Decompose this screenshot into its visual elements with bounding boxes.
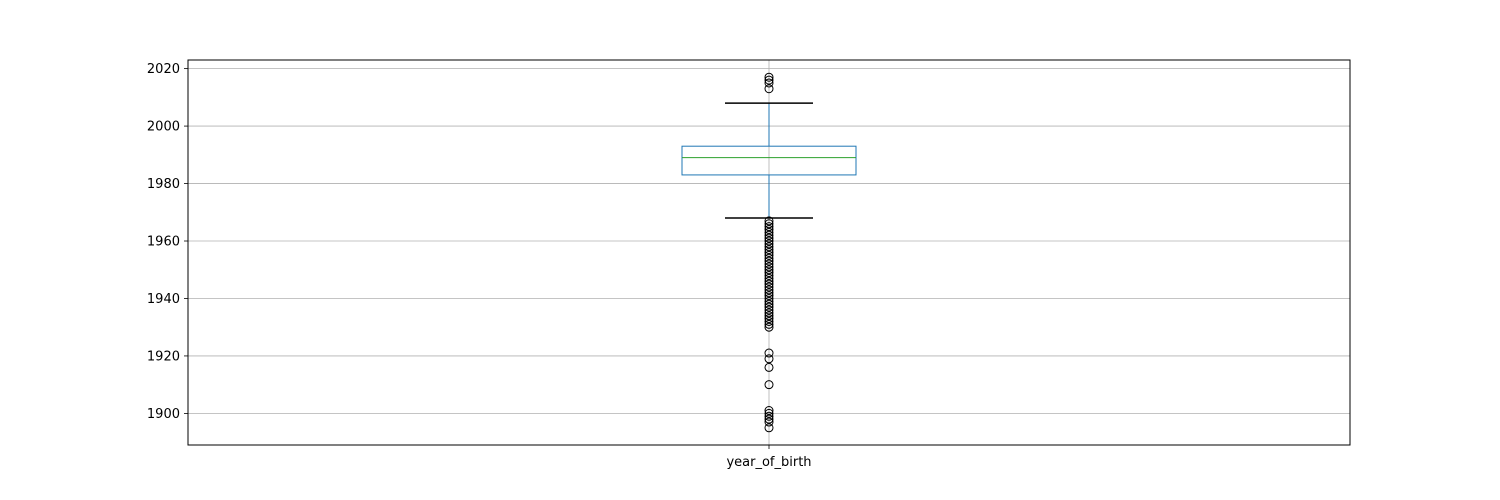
outlier-point	[764, 411, 774, 421]
outlier-point	[764, 72, 774, 82]
outlier-point	[764, 348, 774, 358]
outlier-point	[764, 273, 774, 283]
outlier-point	[764, 242, 774, 252]
outlier-point	[764, 362, 774, 372]
outlier-point	[764, 414, 774, 424]
x-axis-ticks: year_of_birth	[726, 445, 812, 470]
outlier-point	[764, 225, 774, 235]
outlier-point	[764, 265, 774, 275]
outlier-point	[764, 293, 774, 303]
outlier-point	[764, 78, 774, 88]
outlier-point	[764, 291, 774, 301]
outlier-point	[764, 276, 774, 286]
y-tick-label: 1900	[147, 407, 180, 422]
outlier-point	[764, 259, 774, 269]
iqr-box	[681, 145, 857, 176]
outlier-point	[764, 282, 774, 292]
outlier-point	[764, 230, 774, 240]
y-tick-label: 1980	[147, 177, 180, 192]
outlier-point	[764, 305, 774, 315]
outlier-point	[764, 216, 774, 226]
outlier-point	[764, 262, 774, 272]
outlier-point	[764, 233, 774, 243]
outlier-point	[764, 75, 774, 85]
outlier-point	[764, 423, 774, 433]
y-tick-label: 1960	[147, 235, 180, 250]
outlier-point	[764, 314, 774, 324]
outlier-point	[764, 239, 774, 249]
outlier-point	[764, 299, 774, 309]
y-tick-label: 1920	[147, 349, 180, 364]
outlier-point	[764, 253, 774, 263]
y-tick-label: 2020	[147, 62, 180, 77]
y-tick-label: 1940	[147, 292, 180, 307]
outlier-point	[764, 316, 774, 326]
y-axis-ticks: 1900 1920 1940 1960 1980 2000 2020	[147, 62, 188, 422]
outlier-point	[764, 250, 774, 260]
outlier-point	[764, 296, 774, 306]
outlier-point	[764, 279, 774, 289]
outlier-point	[764, 285, 774, 295]
outlier-point	[764, 84, 774, 94]
outlier-point	[764, 408, 774, 418]
outlier-point	[764, 311, 774, 321]
outlier-point	[764, 380, 774, 390]
outlier-point	[764, 322, 774, 332]
outlier-point	[764, 227, 774, 237]
outlier-point	[764, 302, 774, 312]
box-layer	[681, 72, 857, 433]
x-tick-label: year_of_birth	[726, 455, 811, 470]
outlier-point	[764, 417, 774, 427]
y-tick-label: 2000	[147, 120, 180, 135]
outlier-point	[764, 354, 774, 364]
outlier-point	[764, 236, 774, 246]
outlier-point	[764, 256, 774, 266]
outlier-point	[764, 288, 774, 298]
outlier-point	[764, 219, 774, 229]
plot-frame	[187, 59, 1351, 446]
outlier-point	[764, 270, 774, 280]
outlier-point	[764, 222, 774, 232]
outlier-point	[764, 319, 774, 329]
outlier-point	[764, 406, 774, 416]
outlier-point	[764, 268, 774, 278]
outlier-point	[764, 248, 774, 257]
outlier-point	[764, 308, 774, 318]
outlier-point	[764, 245, 774, 255]
